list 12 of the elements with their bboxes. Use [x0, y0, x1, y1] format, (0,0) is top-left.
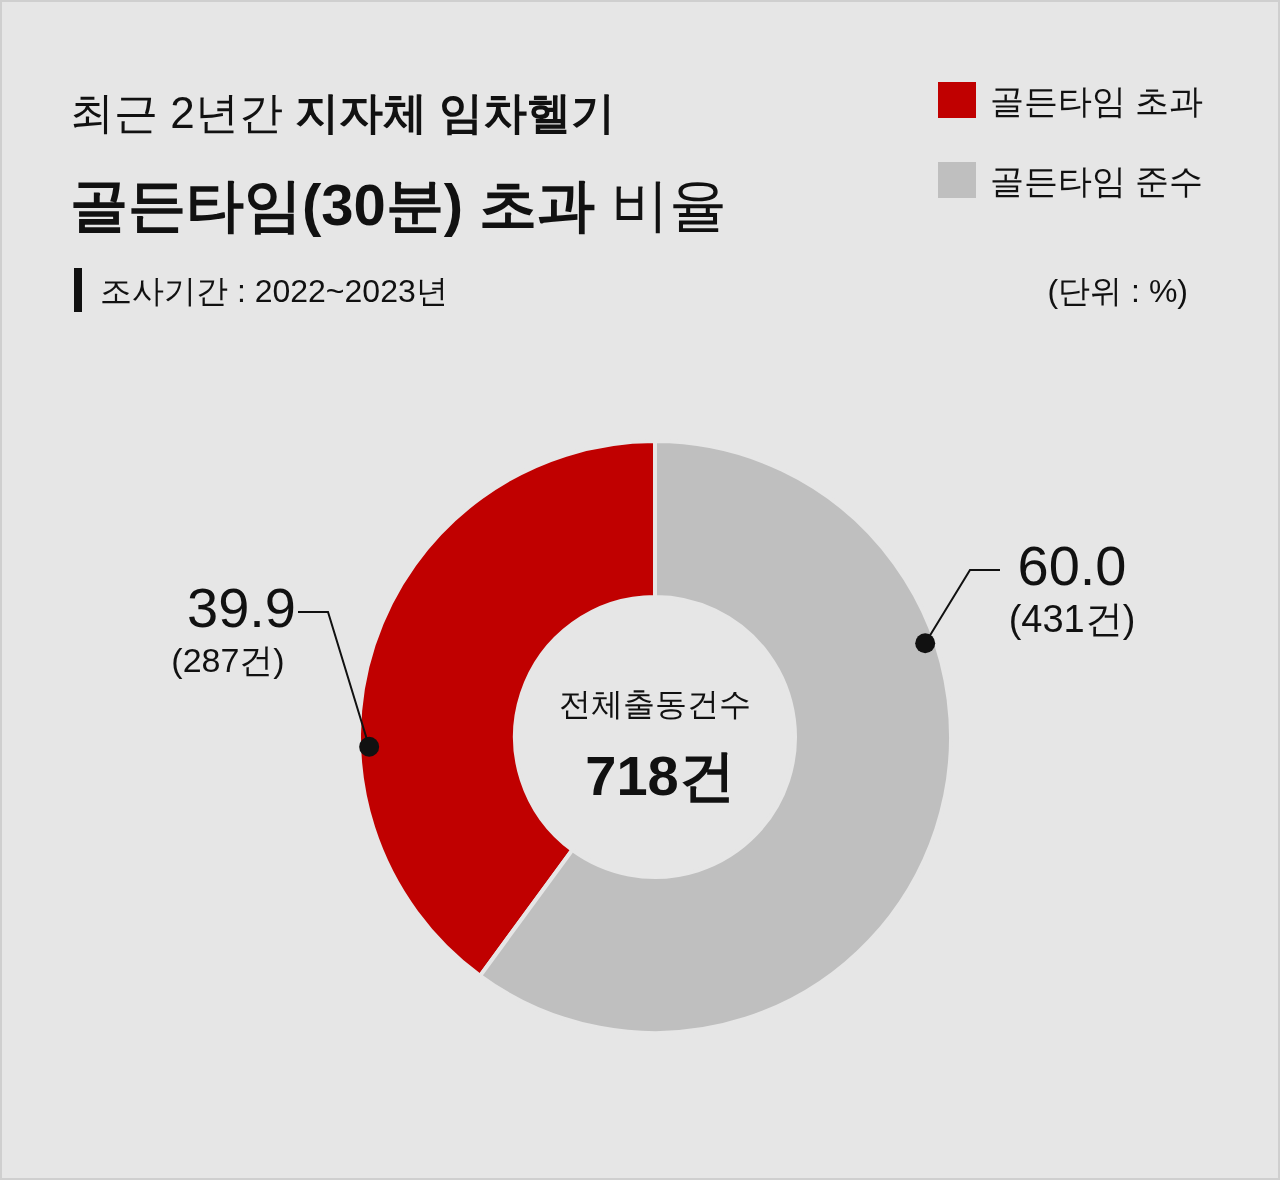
text: (287건) — [171, 641, 285, 679]
data-label: 60.0 — [1017, 534, 1127, 597]
text: 조사기간 : 2022~2023년 — [100, 273, 448, 309]
text: (431건) — [1008, 598, 1136, 640]
text: 골든타임(30분) 초과 비율 — [70, 172, 728, 237]
text: 718건 — [585, 744, 735, 807]
data-label: 39.9 — [187, 576, 296, 639]
text: (단위 : %) — [1047, 273, 1188, 309]
chart-title: 최근 2년간 지자체 임차헬기 — [70, 88, 616, 137]
legend-label: 골든타임 준수 — [990, 162, 1204, 200]
text: 전체출동건수 — [559, 686, 751, 722]
legend-label: 골든타임 초과 — [990, 82, 1204, 120]
